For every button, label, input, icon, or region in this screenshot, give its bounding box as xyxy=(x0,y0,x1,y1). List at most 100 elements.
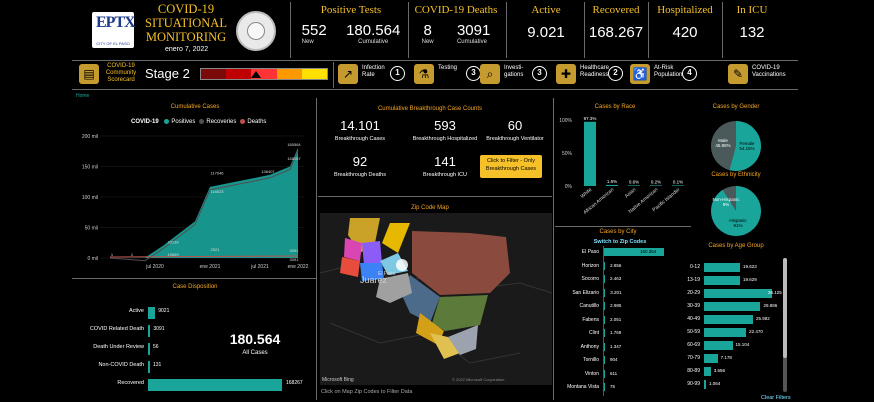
disposition-bar[interactable] xyxy=(148,307,156,319)
disposition-bar[interactable] xyxy=(148,361,150,373)
age-bar[interactable] xyxy=(704,380,707,389)
age-bar[interactable] xyxy=(704,354,718,363)
disposition-bar[interactable] xyxy=(148,379,282,391)
city-bar[interactable] xyxy=(604,275,605,283)
deaths-new-value: 8 xyxy=(423,22,432,39)
scorecard-item-label[interactable]: Healthcare Readiness xyxy=(580,65,610,79)
disposition-bar[interactable] xyxy=(148,325,151,337)
zip-region[interactable] xyxy=(382,223,410,253)
age-label: 50-59 xyxy=(687,329,700,335)
age-label: 60-69 xyxy=(687,342,700,348)
city-label[interactable]: Clint xyxy=(588,330,599,336)
city-bar[interactable] xyxy=(604,342,605,351)
y-tick-label: 0 mil xyxy=(87,256,98,262)
city-bar[interactable] xyxy=(604,261,606,270)
age-bar[interactable] xyxy=(704,367,711,376)
zip-region[interactable] xyxy=(344,238,362,261)
zip-region[interactable] xyxy=(432,295,488,331)
gender-pie[interactable] xyxy=(711,121,761,171)
age-bar[interactable] xyxy=(704,341,733,350)
breakthrough-filter-button[interactable]: Click to Filter - Only Breakthrough Case… xyxy=(480,155,542,178)
city-label[interactable]: Anthony xyxy=(580,343,599,350)
stage-gauge xyxy=(200,68,328,80)
race-bar[interactable] xyxy=(650,185,662,186)
legend-item[interactable]: Recoveries xyxy=(199,119,236,125)
city-bar[interactable] xyxy=(604,302,606,310)
city-value: 2.856 xyxy=(610,262,622,268)
zip-region[interactable] xyxy=(430,333,460,359)
title-line-2: SITUATIONAL xyxy=(145,16,227,30)
switch-zip-button[interactable]: Switch to Zip Codes xyxy=(593,239,647,245)
map-label-el-paso: El Paso xyxy=(378,271,395,277)
scorecard-label: COVID-19 Community Scorecard xyxy=(102,63,140,84)
ethnicity-title: Cases by Ethnicity xyxy=(711,172,761,178)
age-label: 90-99 xyxy=(687,381,700,387)
zip-region[interactable] xyxy=(360,263,384,281)
y-tick-label: 0% xyxy=(565,184,573,190)
zip-region[interactable] xyxy=(448,325,478,355)
magnifier-icon[interactable]: ⌕ xyxy=(480,64,500,84)
zip-region[interactable] xyxy=(412,231,510,295)
age-bar[interactable] xyxy=(704,263,741,272)
scorecard-item-label[interactable]: Infection Rate xyxy=(362,65,392,79)
city-label[interactable]: Socorro xyxy=(581,276,599,282)
age-bar[interactable] xyxy=(704,302,761,311)
gender-title: Cases by Gender xyxy=(712,104,760,110)
syringe-icon[interactable]: ✎ xyxy=(728,64,748,84)
city-label[interactable]: Horizon xyxy=(581,262,599,269)
scorecard-item-line1: COVID-19 xyxy=(752,65,780,71)
scorecard-item-label[interactable]: Investi-gations xyxy=(504,65,534,79)
all-cases-label: All Cases xyxy=(242,350,268,356)
age-value: 15.104 xyxy=(735,342,750,347)
zip-code-map[interactable]: Juarez El Paso Microsoft Bing © 2022 Mic… xyxy=(320,213,552,385)
disposition-label: Recovered xyxy=(117,380,144,386)
race-bar[interactable] xyxy=(628,185,640,186)
city-label[interactable]: San Elizario xyxy=(572,289,599,296)
city-bar[interactable] xyxy=(604,248,664,256)
age-scrollbar[interactable] xyxy=(783,258,787,392)
clipboard-icon: ▤ xyxy=(79,64,99,84)
zip-region[interactable] xyxy=(362,241,382,265)
flask-icon[interactable]: ⚗ xyxy=(414,64,434,84)
city-bar[interactable] xyxy=(604,288,606,297)
race-bar[interactable] xyxy=(672,185,684,186)
city-label[interactable]: El Paso xyxy=(581,249,599,255)
series-deaths-line[interactable] xyxy=(109,255,299,258)
age-bar[interactable] xyxy=(704,315,753,324)
race-bar[interactable] xyxy=(584,121,596,186)
age-bar[interactable] xyxy=(704,328,747,337)
age-bar[interactable] xyxy=(704,276,741,285)
city-label[interactable]: Tornillo xyxy=(583,357,599,363)
chart-icon[interactable]: ↗ xyxy=(338,64,358,84)
scorecard-score-badge: 2 xyxy=(608,66,623,81)
city-label[interactable]: Canutillo xyxy=(579,303,599,309)
disposition-bar[interactable] xyxy=(148,343,150,355)
zip-region[interactable] xyxy=(340,257,360,277)
scorecard-item-label[interactable]: At-Risk Population xyxy=(654,65,684,79)
ethnicity-pie[interactable] xyxy=(711,186,761,236)
zip-region[interactable] xyxy=(376,273,412,303)
disposition-label: Death Under Review xyxy=(93,344,144,350)
scorecard-item-label[interactable]: COVID-19 Vaccinations xyxy=(752,65,794,79)
wheelchair-icon[interactable]: ♿ xyxy=(630,64,650,84)
race-bar[interactable] xyxy=(606,184,618,186)
stage-marker-icon xyxy=(251,71,261,78)
city-label[interactable]: Montana Vista xyxy=(567,384,599,390)
stage-label: Stage 2 xyxy=(145,66,190,81)
city-bar[interactable] xyxy=(604,369,605,378)
age-bar[interactable] xyxy=(704,289,772,298)
city-bar[interactable] xyxy=(604,315,605,324)
clear-filters-button[interactable]: Clear Filters xyxy=(761,395,791,401)
legend-item[interactable]: Positives xyxy=(164,119,195,125)
city-label[interactable]: Vinton xyxy=(584,370,599,377)
city-label[interactable]: Fabens xyxy=(582,316,599,323)
city-bar[interactable] xyxy=(604,383,605,391)
city-bar[interactable] xyxy=(604,329,605,337)
legend-item[interactable]: Deaths xyxy=(240,119,266,125)
age-label: 80-89 xyxy=(687,368,700,374)
medical-icon[interactable]: ✚ xyxy=(556,64,576,84)
home-link[interactable]: Home xyxy=(76,93,90,99)
scorecard-item-label[interactable]: Testing xyxy=(438,65,468,72)
city-bar[interactable] xyxy=(604,356,605,364)
